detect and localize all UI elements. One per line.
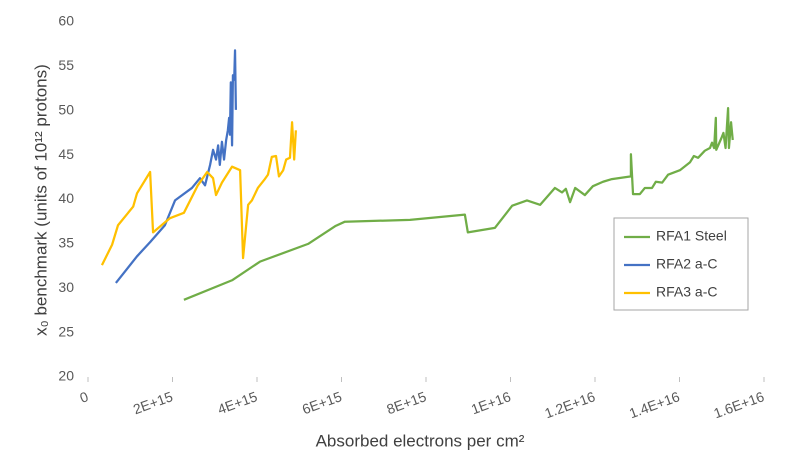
x-tick-label: 2E+15 xyxy=(131,388,175,417)
y-tick-label: 40 xyxy=(58,190,74,206)
y-tick-label: 35 xyxy=(58,235,74,251)
y-tick-label: 55 xyxy=(58,57,74,73)
y-tick-label: 60 xyxy=(58,13,74,29)
x-tick-label: 1.2E+16 xyxy=(542,388,597,421)
y-axis-title: x₀ benchmark (units of 10¹² protons) xyxy=(31,64,50,336)
x-tick-label: 8E+15 xyxy=(384,388,428,417)
data-line xyxy=(100,121,297,266)
y-tick-label: 25 xyxy=(58,323,74,339)
y-tick-label: 45 xyxy=(58,146,74,162)
y-tick-label: 20 xyxy=(58,368,74,384)
legend-label: RFA3 a-C xyxy=(656,284,717,300)
x-axis-title: Absorbed electrons per cm² xyxy=(316,431,525,450)
x-tick-label: 1.4E+16 xyxy=(627,388,682,421)
data-line xyxy=(115,49,238,284)
x-tick-label: 6E+15 xyxy=(300,388,344,417)
x-tick-label: 0 xyxy=(77,388,90,406)
y-tick-label: 50 xyxy=(58,101,74,117)
data-line xyxy=(183,106,734,301)
legend-box xyxy=(613,217,749,311)
x-tick-label: 1.6E+16 xyxy=(711,388,766,421)
x-tick-label: 4E+15 xyxy=(215,388,259,417)
x-tick-label: 1E+16 xyxy=(469,388,513,417)
y-tick-label: 30 xyxy=(58,279,74,295)
legend-label: RFA2 a-C xyxy=(656,256,717,272)
legend-label: RFA1 Steel xyxy=(656,228,727,244)
